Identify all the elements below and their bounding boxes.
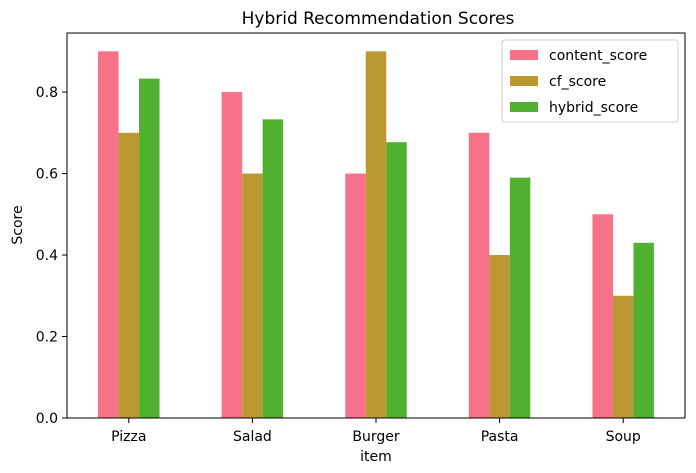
bar-hybrid_score-pasta xyxy=(509,177,531,418)
legend: content_score cf_score hybrid_score xyxy=(501,39,679,123)
bar-cf_score-burger xyxy=(365,51,387,418)
chart-title: Hybrid Recommendation Scores xyxy=(242,9,515,29)
bar-content_score-soup xyxy=(592,214,613,418)
bar-cf_score-pizza xyxy=(118,132,140,418)
legend-label-content_score: content_score xyxy=(549,48,647,64)
bar-cf_score-soup xyxy=(612,295,634,418)
bar-hybrid_score-pizza xyxy=(139,78,160,418)
bars-group xyxy=(98,51,654,419)
legend-label-hybrid_score: hybrid_score xyxy=(549,100,638,116)
bar-hybrid_score-burger xyxy=(386,142,407,418)
bar-content_score-burger xyxy=(345,173,366,418)
x-tick-label-salad: Salad xyxy=(233,429,272,445)
bar-content_score-salad xyxy=(221,92,243,419)
legend-label-cf_score: cf_score xyxy=(549,74,606,90)
y-tick-label: 0.0 xyxy=(36,411,58,427)
y-tick-label: 0.4 xyxy=(36,248,58,264)
legend-swatch-hybrid_score xyxy=(510,102,538,112)
bar-cf_score-pasta xyxy=(489,255,510,418)
bar-content_score-pizza xyxy=(98,51,119,418)
y-tick-label: 0.8 xyxy=(36,85,58,101)
bar-content_score-pasta xyxy=(468,132,490,418)
legend-swatch-content_score xyxy=(510,50,538,60)
y-tick-label: 0.2 xyxy=(36,330,58,346)
legend-frame xyxy=(501,39,679,123)
x-axis-ticks: Pizza Salad Burger Pasta Soup xyxy=(111,418,641,445)
x-tick-label-burger: Burger xyxy=(352,429,399,445)
y-axis-ticks: 0.0 0.2 0.4 0.6 0.8 xyxy=(36,85,67,427)
bar-cf_score-salad xyxy=(242,173,263,418)
bar-hybrid_score-salad xyxy=(262,119,284,419)
bar-hybrid_score-soup xyxy=(633,242,654,418)
x-tick-label-soup: Soup xyxy=(606,429,641,445)
legend-swatch-cf_score xyxy=(510,76,538,86)
y-tick-label: 0.6 xyxy=(36,167,58,183)
x-tick-label-pizza: Pizza xyxy=(111,429,146,445)
x-tick-label-pasta: Pasta xyxy=(481,429,519,445)
x-axis-label: item xyxy=(360,449,392,465)
y-axis-label: Score xyxy=(10,205,26,244)
